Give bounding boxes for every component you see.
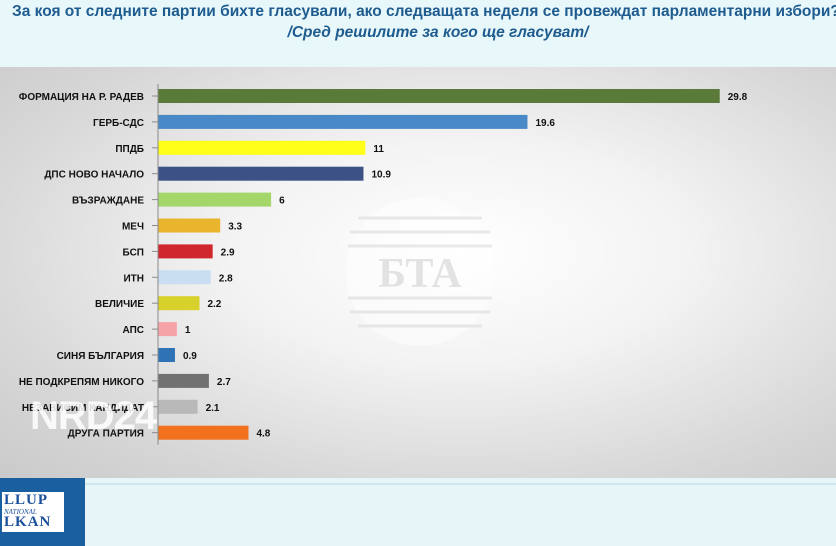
logo-text-line1: LLUP [4, 492, 49, 508]
data-label: 2.1 [206, 403, 220, 414]
bar [158, 296, 200, 311]
bar [158, 89, 720, 103]
category-label: НЕЗАВИСИМ КАНДИДАТ [22, 403, 144, 414]
bar [158, 425, 249, 440]
bar [158, 348, 175, 362]
category-label: СИНЯ БЪЛГАРИЯ [57, 351, 144, 362]
category-label: БСП [123, 247, 144, 258]
bar [158, 192, 272, 207]
category-label: МЕЧ [122, 222, 144, 233]
data-label: 1 [185, 325, 191, 336]
bar [158, 399, 198, 414]
footer: LLUP NATIONAL LKAN [0, 478, 836, 546]
logo-text-line3: LKAN [4, 514, 52, 530]
data-label: 2.2 [207, 299, 221, 310]
category-label: ФОРМАЦИЯ НА Р. РАДЕВ [19, 92, 144, 103]
data-label: 6 [279, 196, 285, 207]
gallup-logo-box: LLUP NATIONAL LKAN [2, 492, 64, 532]
chart-subtitle: /Сред решилите за кого ще гласуват/ [287, 24, 589, 41]
bar [158, 244, 213, 259]
header: За коя от следните партии бихте гласувал… [0, 0, 836, 66]
bar [158, 322, 177, 337]
data-label: 2.7 [217, 377, 231, 388]
category-label: АПС [123, 325, 145, 336]
category-label: ВЪЗРАЖДАНЕ [72, 196, 144, 207]
data-label: 19.6 [535, 118, 555, 129]
data-label: 0.9 [183, 351, 197, 362]
bar [158, 373, 209, 388]
category-label: ИТН [123, 273, 144, 284]
bar-series: ФОРМАЦИЯ НА Р. РАДЕВ 29.8 ГЕРБ-СДС 19.6 ППДБ… [19, 84, 748, 445]
data-label: 29.8 [728, 92, 748, 103]
bar [158, 270, 211, 285]
category-label: НЕ ПОДКРЕПЯМ НИКОГО [19, 377, 144, 388]
bar [158, 140, 366, 155]
bta-watermark-globe [346, 198, 494, 346]
chart-title: За коя от следните партии бихте гласувал… [12, 3, 836, 20]
data-label: 2.9 [221, 247, 235, 258]
logo-text-line2: NATIONAL [4, 508, 37, 516]
data-label: 3.3 [228, 222, 242, 233]
nrd24-watermark: NRD24 [30, 394, 157, 438]
data-label: 10.9 [371, 170, 391, 181]
category-label: ВЕЛИЧИЕ [95, 299, 144, 310]
category-label: ДПС НОВО НАЧАЛО [44, 170, 144, 181]
data-label: 4.8 [256, 429, 270, 440]
data-label: 2.8 [219, 273, 233, 284]
bar [158, 114, 528, 129]
bar [158, 218, 221, 233]
category-label: ГЕРБ-СДС [93, 118, 144, 129]
category-label: ДРУГА ПАРТИЯ [68, 429, 144, 440]
bta-watermark: БТА [346, 198, 494, 346]
bta-watermark-text: БТА [378, 251, 462, 297]
bar [158, 166, 364, 181]
footer-divider [85, 483, 836, 485]
gallup-logo: LLUP NATIONAL LKAN [0, 478, 85, 546]
category-label: ППДБ [115, 144, 144, 155]
data-label: 11 [373, 144, 384, 155]
